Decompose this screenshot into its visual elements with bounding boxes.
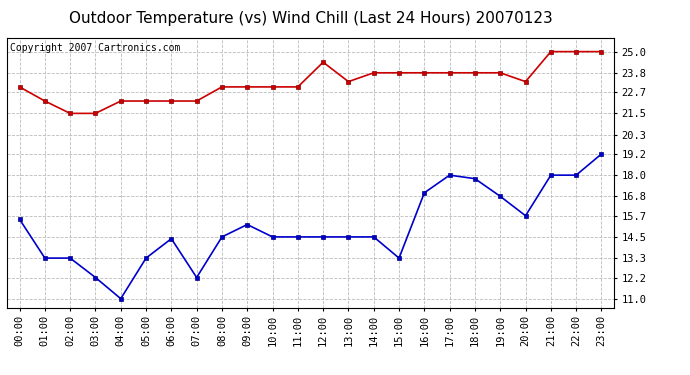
Text: Copyright 2007 Cartronics.com: Copyright 2007 Cartronics.com xyxy=(10,43,180,53)
Text: Outdoor Temperature (vs) Wind Chill (Last 24 Hours) 20070123: Outdoor Temperature (vs) Wind Chill (Las… xyxy=(68,11,553,26)
